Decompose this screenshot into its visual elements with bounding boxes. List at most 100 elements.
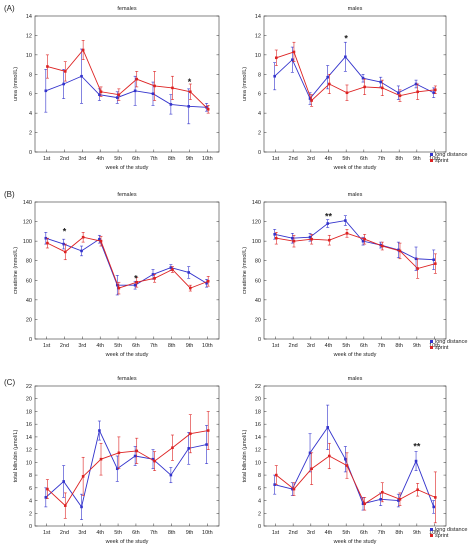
y-tick-label: 10 [26,53,32,59]
data-point [432,258,436,262]
chart-panel-6: males 0 2 4 6 8 10 12 14 16 18 20 22 1st 2nd 3rd 4th 5th 6… [242,376,467,545]
x-tick-label: 7th [378,156,386,162]
data-point [308,97,312,100]
y-tick-label: 22 [255,384,261,390]
chart-title: males [348,6,363,12]
y-tick-label: 18 [26,409,32,415]
data-point [62,480,65,483]
chart-panel-2: males 0 2 4 6 8 10 12 14 1st 2nd 3rd 4th 5th 6th 7th 8th… [242,6,467,171]
data-point [99,90,103,94]
series-line [274,56,434,100]
y-tick-label: 60 [26,278,32,284]
x-axis-label: week of the study [105,539,149,545]
y-tick-label: 12 [26,33,32,39]
significance-marker: ** [413,441,421,451]
series-line [47,430,209,507]
plot-frame [34,15,220,153]
y-tick-label: 14 [255,14,261,20]
data-point [169,103,173,106]
data-point [326,426,329,429]
data-point [397,91,400,95]
data-point [414,257,418,261]
y-tick-label: 14 [26,435,32,441]
data-point [115,283,119,287]
legend-label-sprint: sprint [435,158,449,164]
y-tick-label: 140 [23,200,32,206]
series-line [276,51,436,102]
significance-marker: * [188,77,192,87]
data-point [292,487,296,491]
x-tick-label: 10th [429,530,440,536]
data-point [381,244,384,248]
x-axis-label: week of the study [333,539,377,545]
y-tick-label: 8 [258,72,261,78]
y-tick-label: 4 [29,111,32,117]
x-tick-label: 8th [395,530,403,536]
x-tick-label: 6th [360,343,368,349]
series-long-distance [44,420,209,520]
y-tick-label: 6 [258,486,261,492]
x-tick-label: 5th [342,156,350,162]
y-tick-label: 100 [23,239,32,245]
x-tick-label: 1st [43,343,51,349]
data-point [361,502,365,506]
data-point [344,55,347,59]
data-point [292,50,296,54]
y-tick-label: 100 [252,239,261,245]
data-point [416,90,419,94]
series-sprint [45,39,210,114]
x-tick-label: 3rd [78,156,86,162]
x-tick-label: 3rd [307,343,315,349]
data-point [206,107,210,111]
data-point [345,464,349,467]
series-long-distance [44,232,209,296]
data-point [414,82,418,86]
x-tick-label: 10th [202,156,213,162]
plot-frame [34,201,220,340]
data-point [398,249,402,253]
series-line [276,455,436,505]
series-sprint [274,442,437,524]
x-tick-label: 3rd [78,343,86,349]
data-point [206,279,210,283]
x-tick-label: 4th [325,156,333,162]
significance-marker: ** [325,212,333,222]
data-point [171,268,174,271]
series-line [45,429,207,508]
x-tick-label: 6th [132,343,140,349]
data-point [416,267,419,270]
panel-label: (A) [4,4,15,13]
data-point [206,429,210,432]
legend-swatch-sprint [430,346,433,349]
x-tick-label: 3rd [307,156,315,162]
data-point [99,239,103,243]
y-tick-label: 120 [252,220,261,226]
x-tick-label: 9th [186,156,194,162]
series-line [45,237,207,286]
data-point [46,241,49,245]
x-tick-label: 10th [429,156,440,162]
legend-label-long-distance: long distance [435,152,467,158]
data-point [398,94,402,97]
data-point [81,475,85,478]
y-tick-label: 10 [26,460,32,466]
y-tick-label: 20 [26,317,32,323]
x-tick-label: 5th [114,343,122,349]
data-point [345,232,349,235]
chart-title: males [348,376,363,382]
data-point [363,85,366,89]
data-point [434,496,437,499]
series-sprint [274,229,437,279]
y-tick-label: 16 [26,422,32,428]
x-axis-label: week of the study [333,352,377,358]
x-tick-label: 2nd [60,530,69,536]
chart-panel-4: males 0 20 40 60 80 100 120 140 1st 2nd 3rd 4th 5th 6t… [242,192,467,358]
data-point [274,236,278,240]
data-point [291,236,294,240]
y-tick-label: 20 [255,317,261,323]
data-point [363,237,366,241]
data-point [135,77,139,81]
y-tick-label: 4 [258,499,261,505]
data-point [187,105,191,108]
